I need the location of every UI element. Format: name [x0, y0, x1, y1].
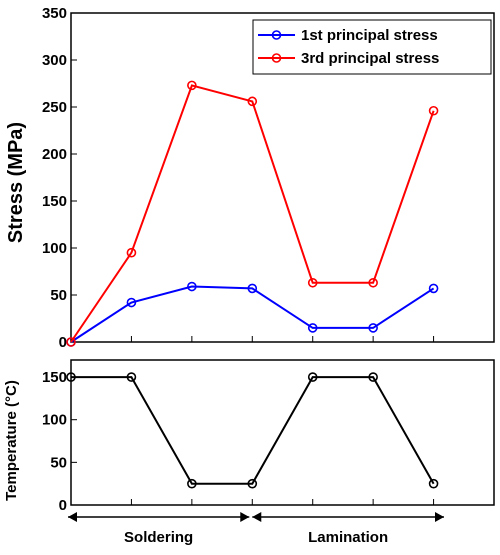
stress-data-point [66, 337, 76, 347]
phase-label-1: Soldering [124, 529, 193, 546]
stress-y-ticks: 0 50 100 150 200 250 300 350 [42, 5, 77, 351]
stress-data-point [428, 283, 439, 294]
stress-data-point [247, 96, 258, 107]
phase-arrows: Soldering Lamination [68, 512, 444, 546]
temperature-data-point [428, 478, 439, 489]
temperature-y-tick-label: 50 [50, 454, 67, 471]
stress-data-point [368, 277, 378, 288]
stress-data-point [187, 281, 197, 292]
stress-y-tick-label: 350 [42, 5, 67, 22]
legend: 1st principal stress 3rd principal stress [252, 19, 492, 75]
stress-y-tick-label: 50 [50, 287, 67, 304]
stress-y-tick-label: 0 [59, 334, 67, 351]
temperature-plot-frame [70, 359, 495, 506]
temperature-y-tick-label: 100 [42, 412, 67, 429]
stress-series-line-1 [70, 285, 435, 343]
legend-marker-1 [271, 30, 282, 40]
stress-plot-frame [70, 12, 495, 343]
temperature-y-tick-label: 0 [59, 497, 67, 514]
stress-data-point [247, 283, 258, 294]
temperature-x-ticks [130, 499, 435, 505]
temperature-data-point [368, 372, 378, 382]
temperature-data-point [126, 372, 137, 382]
stress-y-tick-label: 100 [42, 240, 67, 257]
stress-data-point [187, 80, 197, 91]
stress-y-tick-label: 250 [42, 99, 67, 116]
arrow-head [68, 512, 77, 522]
stress-y-axis-label: Stress (MPa) [5, 122, 27, 243]
temperature-y-ticks: 0 50 100 150 [42, 369, 77, 514]
temperature-series [66, 372, 439, 489]
temperature-y-axis-label: Temperature (°C) [3, 380, 20, 501]
temperature-data-point [307, 372, 318, 382]
temperature-data-point [187, 478, 197, 489]
stress-series-line-2 [70, 84, 435, 343]
stress-data-point [307, 323, 318, 333]
legend-box [252, 19, 492, 75]
stress-panel: 0 50 100 150 200 250 300 350 Stress (MPa) 1st p… [5, 5, 495, 351]
stress-data-point [368, 323, 378, 333]
legend-label-1: 1st principal stress [301, 27, 438, 44]
legend-marker-2 [271, 53, 282, 63]
stress-x-ticks [130, 336, 435, 342]
temperature-y-tick-label: 150 [42, 369, 67, 386]
temperature-series-line-1 [71, 376, 435, 485]
temperature-panel: 0 50 100 150 Temperature (°C) [3, 359, 495, 514]
temperature-data-point [66, 372, 76, 382]
stress-data-point [126, 247, 137, 258]
stress-data-point [307, 277, 318, 288]
arrow-head [435, 512, 444, 522]
stress-data-point [428, 105, 439, 116]
stress-y-tick-label: 300 [42, 52, 67, 69]
arrow-head [252, 512, 262, 522]
stress-data-point [126, 297, 137, 308]
temperature-data-point [247, 478, 258, 489]
stress-series [66, 80, 439, 347]
stress-y-tick-label: 150 [42, 193, 67, 210]
arrow-head [240, 512, 250, 522]
legend-label-2: 3rd principal stress [301, 50, 439, 67]
stress-y-tick-label: 200 [42, 146, 67, 163]
phase-label-2: Lamination [308, 529, 388, 546]
